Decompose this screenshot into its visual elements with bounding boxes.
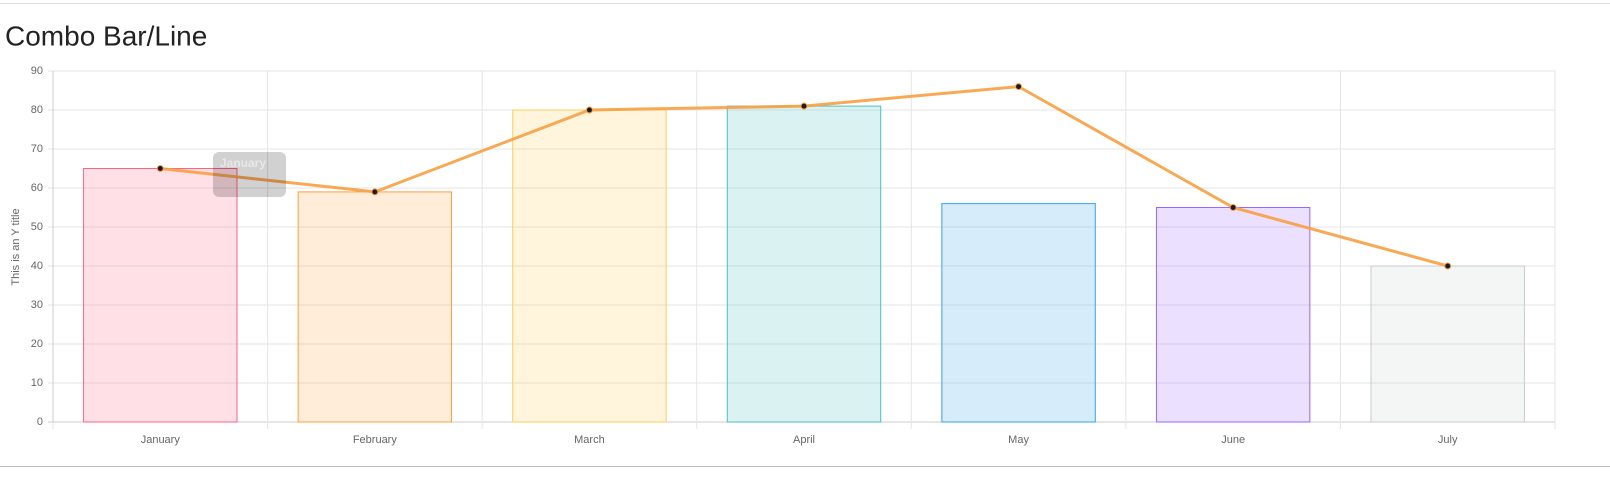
y-tick-label: 20 xyxy=(31,338,43,350)
x-tick-label: April xyxy=(793,434,815,446)
line-point xyxy=(156,165,164,172)
y-tick-label: 90 xyxy=(31,65,43,77)
y-tick-label: 30 xyxy=(31,299,43,311)
line-point xyxy=(1015,83,1023,91)
y-tick-label: 80 xyxy=(31,104,43,116)
y-tick-label: 10 xyxy=(31,377,43,389)
tooltip-title: January xyxy=(220,156,266,170)
bar xyxy=(941,203,1096,423)
y-tick-label: 0 xyxy=(37,416,43,428)
x-tick-label: January xyxy=(141,434,181,446)
x-tick-label: July xyxy=(1438,434,1458,446)
bar xyxy=(726,105,882,423)
x-tick-label: March xyxy=(574,434,605,446)
x-tick-label: February xyxy=(353,434,398,446)
y-tick-label: 60 xyxy=(31,182,43,194)
bar xyxy=(1370,265,1525,423)
x-tick-label: June xyxy=(1221,434,1245,446)
bar xyxy=(297,191,453,423)
line-point xyxy=(585,106,593,114)
line-point xyxy=(371,188,379,196)
y-tick-label: 70 xyxy=(31,143,43,155)
line-point xyxy=(1444,262,1452,270)
line-point xyxy=(800,102,808,110)
bar xyxy=(1155,207,1311,423)
x-tick-label: May xyxy=(1008,434,1029,446)
chart-title: Combo Bar/Line xyxy=(5,20,207,51)
y-tick-label: 40 xyxy=(31,260,43,272)
y-tick-label: 50 xyxy=(31,221,43,233)
bar xyxy=(83,168,238,423)
line-point xyxy=(1229,204,1237,211)
y-axis-title: This is an Y title xyxy=(10,208,22,285)
bar xyxy=(512,109,667,423)
tooltip xyxy=(213,152,286,197)
